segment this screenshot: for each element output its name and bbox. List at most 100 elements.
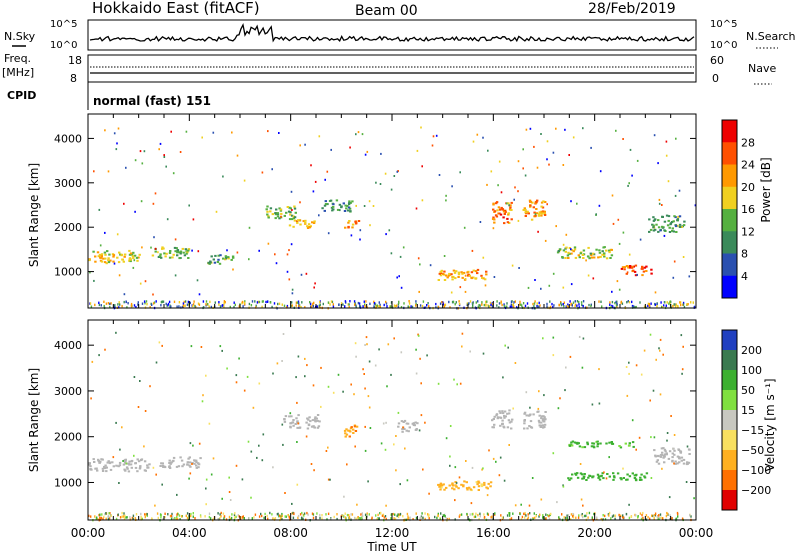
scatter-cell: [461, 272, 464, 275]
near-range-cell: [561, 513, 563, 516]
near-range-cell: [105, 512, 107, 515]
near-range-cell: [378, 517, 380, 520]
velocity-panel: [88, 331, 695, 522]
scatter-speckle: [339, 209, 341, 212]
scatter-cell: [100, 253, 104, 256]
scatter-cell: [354, 430, 358, 432]
near-range-cell: [167, 304, 169, 307]
scatter-speckle: [118, 482, 120, 484]
scatter-cell: [492, 202, 495, 205]
scatter-cell: [307, 418, 310, 421]
near-range-cell: [171, 515, 174, 518]
scatter-speckle: [93, 170, 95, 173]
near-range-cell: [523, 512, 525, 515]
near-range-cell: [542, 514, 544, 517]
scatter-cell: [316, 426, 320, 429]
scatter-cell: [574, 472, 577, 475]
scatter-cell: [640, 267, 643, 270]
scatter-cell: [657, 230, 660, 233]
scatter-cell: [168, 462, 171, 464]
scatter-cell: [492, 208, 495, 211]
scatter-cell: [266, 210, 269, 213]
near-range-cell: [415, 516, 418, 520]
scatter-cell: [454, 277, 457, 280]
scatter-cell: [477, 489, 480, 491]
scatter-speckle: [200, 346, 203, 348]
near-range-cell: [126, 306, 128, 309]
scatter-cell: [161, 246, 164, 249]
scatter-cell: [612, 475, 616, 478]
scatter-speckle: [282, 443, 284, 446]
scatter-cell: [287, 210, 291, 213]
scatter-cell: [289, 211, 292, 214]
near-range-cell: [303, 514, 305, 517]
near-range-cell: [183, 300, 185, 304]
near-range-cell: [427, 513, 429, 516]
near-range-cell: [604, 514, 606, 518]
near-range-cell: [403, 302, 405, 305]
scatter-speckle: [299, 144, 301, 147]
scatter-cell: [543, 214, 547, 216]
scatter-speckle: [482, 467, 484, 470]
scatter-speckle: [369, 427, 372, 429]
scatter-speckle: [261, 459, 264, 462]
near-range-cell: [491, 302, 494, 306]
scatter-speckle: [482, 136, 484, 139]
near-range-cell: [689, 514, 691, 517]
scatter-cell: [316, 414, 320, 416]
scatter-speckle: [123, 202, 125, 205]
scatter-cell: [661, 216, 664, 218]
near-range-cell: [651, 514, 653, 517]
scatter-cell: [122, 463, 126, 466]
scatter-cell: [499, 412, 502, 414]
scatter-speckle: [536, 166, 539, 169]
near-range-cell: [149, 305, 151, 309]
scatter-cell: [511, 418, 514, 421]
scatter-cell: [583, 446, 587, 449]
near-range-cell: [342, 303, 344, 306]
scatter-speckle: [450, 291, 453, 294]
scatter-cell: [537, 213, 541, 216]
scatter-cell: [187, 457, 190, 460]
near-range-cell: [659, 516, 661, 519]
near-range-cell: [397, 305, 400, 309]
scatter-cell: [675, 231, 678, 233]
scatter-speckle: [661, 204, 663, 206]
near-range-cell: [123, 517, 126, 520]
scatter-cell: [610, 254, 614, 257]
near-range-cell: [532, 302, 534, 306]
scatter-speckle: [354, 445, 356, 448]
scatter-speckle: [640, 373, 643, 376]
near-range-cell: [553, 304, 555, 307]
scatter-speckle: [511, 264, 514, 267]
near-range-cell: [373, 302, 376, 305]
near-range-cell: [392, 512, 395, 516]
near-range-cell: [479, 515, 481, 518]
scatter-cell: [598, 478, 602, 481]
scatter-speckle: [668, 496, 671, 499]
scatter-cell: [179, 250, 183, 253]
scatter-cell: [107, 460, 110, 463]
near-range-cell: [478, 304, 480, 307]
scatter-cell: [345, 433, 349, 436]
scatter-cell: [601, 250, 604, 253]
near-range-cell: [108, 515, 110, 519]
scatter-speckle: [415, 207, 418, 210]
scatter-cell: [677, 215, 680, 218]
near-range-cell: [512, 512, 514, 515]
near-range-cell: [591, 517, 594, 521]
scatter-cell: [448, 272, 451, 275]
scatter-speckle: [652, 389, 655, 392]
scatter-speckle: [517, 219, 520, 222]
near-range-cell: [119, 303, 121, 306]
power-colorbar-tick: 20: [741, 181, 755, 194]
near-range-cell: [639, 512, 642, 515]
scatter-cell: [348, 435, 351, 438]
freq-tick-bottom: 8: [70, 72, 77, 85]
scatter-speckle: [134, 159, 137, 162]
near-range-cell: [650, 302, 652, 305]
scatter-cell: [585, 479, 588, 481]
scatter-speckle: [431, 144, 434, 147]
scatter-speckle: [152, 202, 155, 205]
